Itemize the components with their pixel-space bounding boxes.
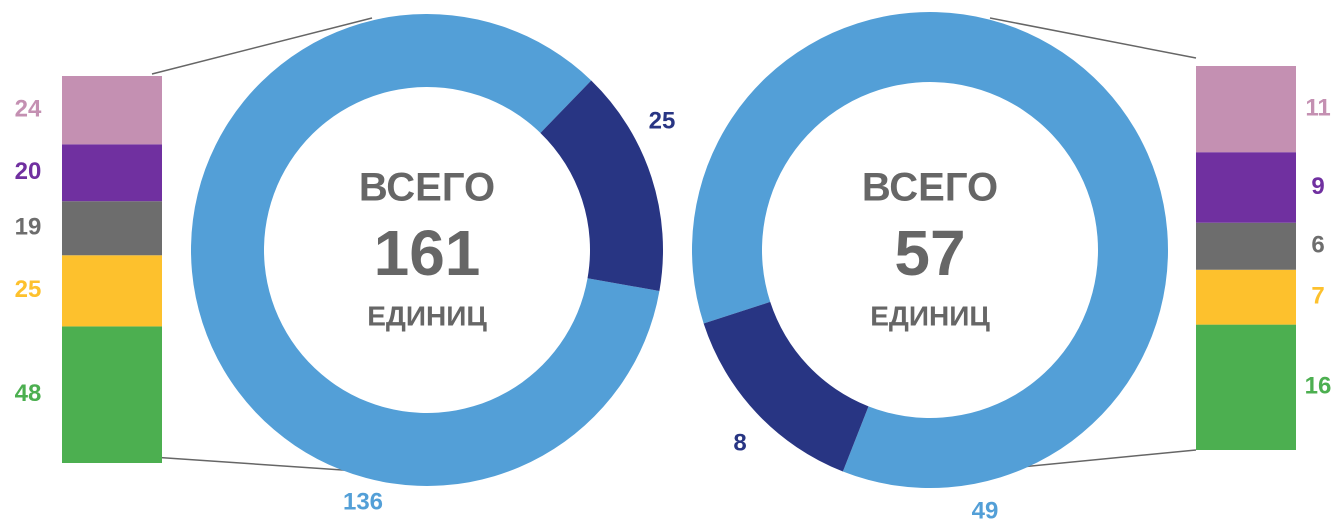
donut-segment <box>692 12 1169 488</box>
center-total: 161 <box>374 217 481 289</box>
bar-segment <box>62 144 162 202</box>
center-title: ВСЕГО <box>359 166 495 210</box>
donut-segment <box>190 13 660 486</box>
center-unit: ЕДИНИЦ <box>367 300 487 331</box>
data-label: 25 <box>649 107 676 134</box>
connector <box>989 17 1197 59</box>
bar-segment <box>62 326 162 463</box>
data-label: 11 <box>1305 94 1330 121</box>
data-label: 7 <box>1311 283 1324 310</box>
data-label: 48 <box>15 380 42 407</box>
data-label: 20 <box>15 158 42 185</box>
data-label: 16 <box>1305 373 1332 400</box>
bar-segment <box>62 201 162 256</box>
data-label: 24 <box>15 95 42 122</box>
bar-segment <box>62 76 162 145</box>
connector <box>151 17 373 75</box>
center-unit: ЕДИНИЦ <box>870 300 990 331</box>
data-label: 25 <box>15 276 42 303</box>
data-label: 6 <box>1311 232 1324 259</box>
bar-segment <box>1196 152 1296 223</box>
data-label: 19 <box>15 214 42 241</box>
data-label: 9 <box>1311 173 1324 200</box>
data-label: 136 <box>343 488 383 515</box>
donut-segment <box>703 301 869 472</box>
bar-segment <box>1196 222 1296 270</box>
connector <box>151 456 373 473</box>
bar-segment <box>1196 269 1296 325</box>
data-label: 49 <box>972 497 999 523</box>
bar-segment <box>1196 66 1296 153</box>
bar-segment <box>1196 324 1296 450</box>
donut-segment <box>540 80 663 291</box>
center-total: 57 <box>894 217 965 289</box>
center-title: ВСЕГО <box>862 166 998 210</box>
bar-segment <box>62 255 162 327</box>
data-label: 8 <box>733 429 746 456</box>
